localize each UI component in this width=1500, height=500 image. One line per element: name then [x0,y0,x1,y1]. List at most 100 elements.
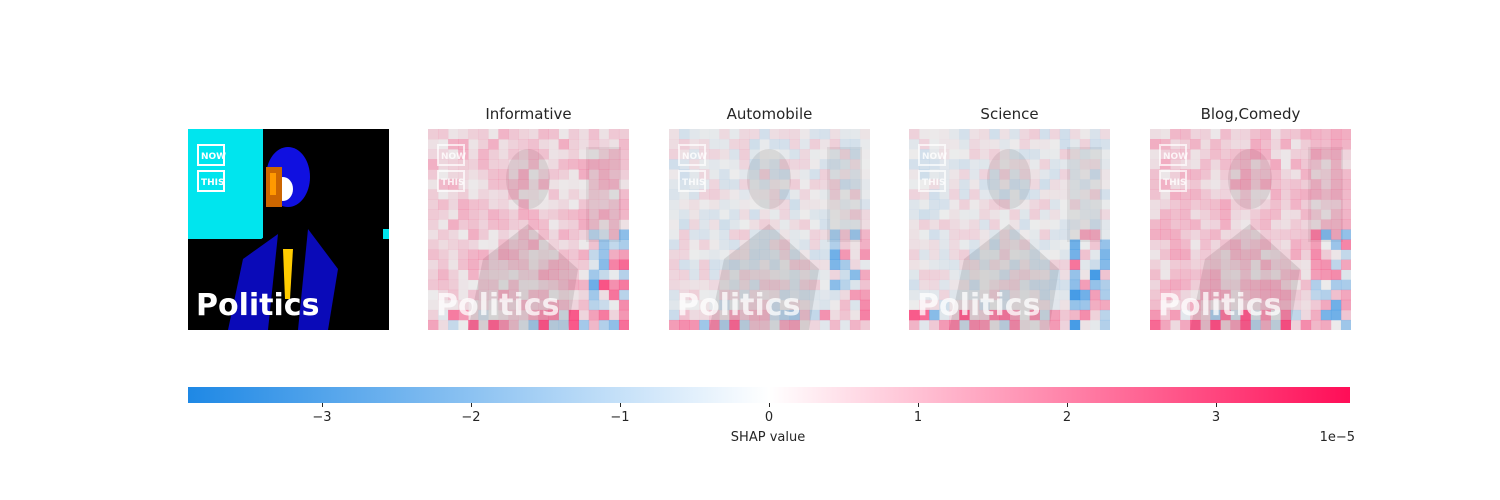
shap-cell [1240,239,1251,250]
shap-cell [819,179,831,190]
shap-cell [789,299,800,311]
shap-cell [1090,199,1100,209]
shap-cell [909,219,920,230]
shap-cell [1280,299,1291,311]
shap-cell [1049,289,1061,301]
shap-cell [1270,229,1281,240]
shap-cell [830,169,840,179]
shap-cell [588,139,600,150]
shap-cell [839,159,851,170]
shap-cell [769,289,780,301]
shap-cell [800,230,810,240]
shap-cell [468,309,479,321]
shap-cell [1049,129,1061,140]
shap-cell [959,249,970,260]
shap-cell [909,229,920,240]
shap-cell [1089,129,1101,140]
shap-cell [709,139,720,150]
shap-cell [1180,229,1191,240]
shap-cell [1331,320,1341,330]
shap-cell [959,179,970,190]
shap-cell [809,259,821,270]
shap-cell [999,239,1010,250]
shap-cell [739,309,750,321]
shap-cell [729,159,739,169]
shap-cell [1089,279,1101,291]
shap-cell [939,129,949,139]
shap-cell [679,269,690,281]
shap-cell [1150,129,1161,140]
shap-cell [949,259,960,270]
shap-cell [1070,179,1080,189]
shap-cell [1090,320,1100,330]
shap-cell [1210,189,1221,200]
shap-cell [919,129,929,139]
shap-cell [1240,219,1250,229]
shap-cell [448,319,459,330]
shap-cell [689,319,700,330]
shap-cell [1180,299,1191,311]
shap-cell [518,249,529,260]
shap-cell [719,149,730,160]
shap-cell [769,189,780,200]
shap-cell [468,149,479,160]
shap-cell [959,240,969,250]
shap-cell [1190,139,1201,150]
shap-cell [498,269,509,281]
shap-cell [759,199,769,209]
shap-cell [779,139,790,150]
shap-cell [1340,299,1351,311]
shap-cell [859,299,870,311]
shap-cell [488,149,499,160]
shap-cell [438,229,449,240]
shap-cell [468,199,479,210]
shap-cell [578,169,590,180]
shap-cell [999,129,1010,140]
shap-cell [1300,299,1312,311]
shap-cell [969,209,979,219]
shap-cell [568,129,580,140]
shap-cell [508,219,519,230]
shap-cell [518,229,529,240]
shap-cell [558,139,569,150]
colorbar-label: SHAP value [730,430,806,445]
shap-cell [1059,289,1071,301]
shap-cell [1010,240,1020,250]
shap-cell [959,209,969,219]
shap-cell [1009,319,1020,330]
shap-cell [1050,149,1060,159]
shap-cell [1090,149,1100,159]
shap-cell [578,159,590,170]
shap-cell [1100,179,1110,189]
shap-cell [759,319,770,330]
shap-cell [1270,129,1281,140]
shap-cell [1250,169,1261,180]
shap-cell [969,249,980,260]
shap-cell [809,299,821,311]
shap-cell [1190,269,1201,281]
shap-cell [1250,319,1261,330]
shap-cell [478,289,489,301]
shap-cell [528,139,539,150]
shap-cell [979,299,990,311]
shap-cell [999,189,1010,200]
shap-cell [568,149,580,160]
shap-cell [1290,199,1302,210]
shap-cell [1230,309,1241,321]
shap-cell [819,219,831,230]
shap-cell [739,169,750,180]
shap-cell [1210,289,1221,301]
shap-cell [929,219,940,230]
shap-cell [1039,259,1050,270]
shap-cell [709,240,719,250]
shap-cell [1069,279,1081,291]
shap-cell [458,309,469,321]
shap-cell [789,199,800,210]
shap-cell [1250,309,1261,321]
shap-cell [1270,289,1281,301]
shap-cell [1039,159,1050,170]
shap-cell [669,199,680,210]
shap-cell [689,189,700,200]
shap-cell [508,279,519,291]
shap-cell [1200,189,1211,200]
